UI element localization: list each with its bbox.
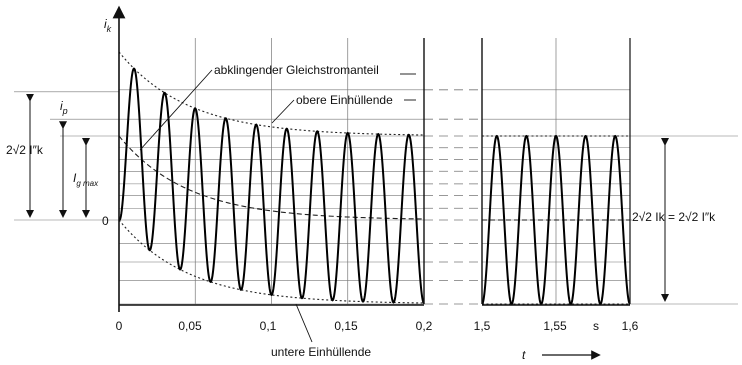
x-tick-label: 1,55: [543, 319, 567, 333]
x-unit-label: s: [593, 319, 599, 333]
x-tick-label: 0,15: [334, 319, 358, 333]
upper-envelope: [118, 51, 425, 136]
x-tick-label: 1,6: [622, 319, 639, 333]
peak-current-label: ip: [60, 99, 68, 116]
x-tick-label: 0,2: [416, 319, 433, 333]
steady-current-curve: [481, 134, 631, 306]
current-curves: [118, 67, 631, 306]
dc-component-curve: [118, 135, 425, 220]
dc-max-label: Ig max: [73, 171, 99, 188]
x-axis-label: t: [522, 348, 526, 362]
y-axis-label: ik: [104, 17, 112, 34]
dc-component-label: abklingender Gleichstromanteil: [214, 63, 379, 77]
initial-peak-to-peak-label: 2√2 I″k: [6, 143, 44, 157]
x-tick-label: 0,05: [178, 319, 202, 333]
steady-peak-to-peak-label: 2√2 Ik = 2√2 I″k: [632, 210, 716, 224]
y-zero-label: 0: [102, 214, 109, 228]
upper-envelope-label: obere Einhüllende: [296, 93, 393, 107]
axes: [112, 5, 631, 312]
dc-component-leader: [139, 69, 213, 151]
lower-envelope-label: untere Einhüllende: [271, 345, 371, 359]
upper-envelope-leader: [271, 99, 295, 124]
x-tick-label: 1,5: [474, 319, 491, 333]
dimension-markers: [26, 69, 669, 343]
short-circuit-current-curve: [118, 67, 425, 304]
x-tick-label: 0,1: [260, 319, 277, 333]
lower-envelope-leader: [295, 303, 313, 343]
lower-envelope: [118, 219, 425, 304]
x-tick-label: 0: [116, 319, 123, 333]
